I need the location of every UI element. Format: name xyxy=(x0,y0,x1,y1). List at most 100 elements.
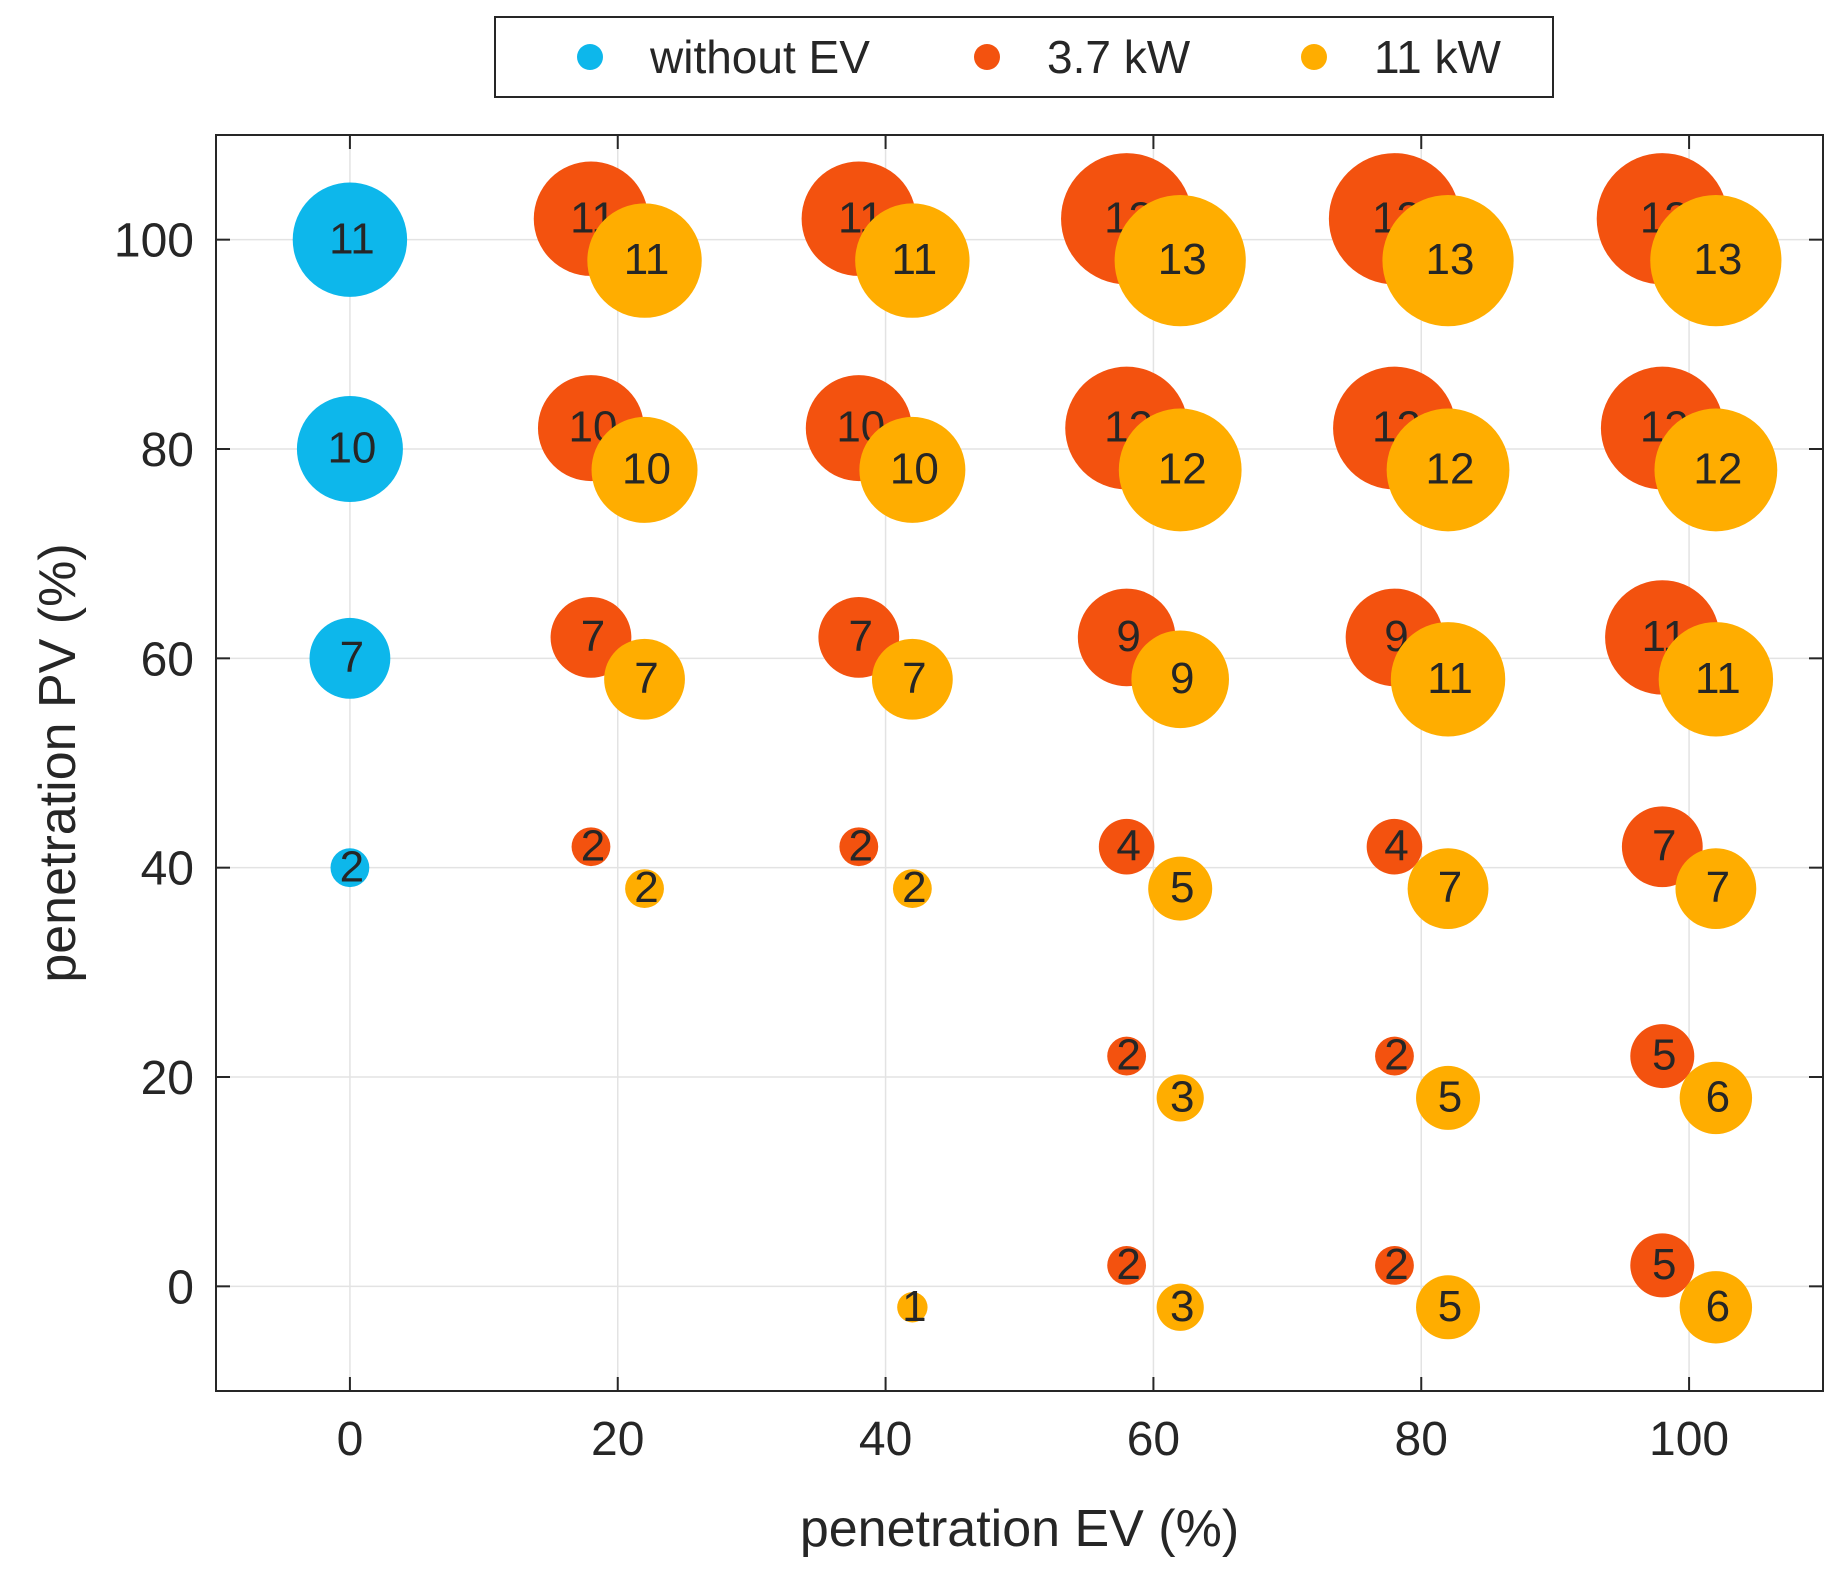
data-point xyxy=(892,869,932,908)
data-label: 5 xyxy=(1652,1240,1676,1289)
x-tick-label: 80 xyxy=(1395,1413,1448,1466)
y-tick-label: 0 xyxy=(167,1261,194,1314)
data-label: 7 xyxy=(1706,863,1730,912)
data-label: 13 xyxy=(1426,235,1475,284)
data-label: 2 xyxy=(581,821,605,870)
data-label: 2 xyxy=(1384,1240,1408,1289)
data-label: 2 xyxy=(1116,1031,1140,1080)
data-point xyxy=(1107,1246,1147,1285)
data-point xyxy=(604,638,685,720)
data-label: 5 xyxy=(1438,1073,1462,1122)
data-point xyxy=(1375,1036,1414,1076)
data-label: 2 xyxy=(1116,1240,1140,1289)
data-point xyxy=(1118,408,1242,532)
legend-box xyxy=(494,16,1554,98)
data-label: 2 xyxy=(340,842,364,891)
data-label: 10 xyxy=(622,445,671,494)
data-point xyxy=(1650,195,1782,327)
data-point xyxy=(839,827,879,867)
data-point xyxy=(871,638,953,720)
data-point xyxy=(859,416,966,523)
legend-marker xyxy=(1301,44,1327,70)
data-label: 5 xyxy=(1438,1282,1462,1331)
data-label: 2 xyxy=(902,863,926,912)
data-point xyxy=(1375,1246,1414,1285)
data-label: 12 xyxy=(1158,445,1207,494)
data-point xyxy=(1114,195,1246,327)
data-label: 7 xyxy=(1652,821,1676,870)
data-label: 7 xyxy=(581,612,605,661)
data-point xyxy=(1390,622,1506,737)
data-point xyxy=(1156,1074,1204,1122)
legend-label: 11 kW xyxy=(1374,31,1502,83)
data-point xyxy=(1148,856,1213,921)
data-label: 4 xyxy=(1384,821,1408,870)
data-label: 7 xyxy=(340,633,364,682)
data-point xyxy=(330,848,370,888)
data-label: 6 xyxy=(1706,1073,1730,1122)
data-point xyxy=(309,617,391,699)
data-label: 7 xyxy=(902,654,926,703)
data-point xyxy=(1098,818,1155,875)
data-point xyxy=(1386,408,1510,532)
data-label: 4 xyxy=(1116,821,1140,870)
legend: without EV 3.7 kW 11 kW xyxy=(494,16,1554,98)
data-point xyxy=(1658,622,1774,737)
y-axis-label: penetration PV (%) xyxy=(29,543,87,982)
data-label: 7 xyxy=(849,612,873,661)
data-point xyxy=(1630,1233,1695,1298)
axes-background xyxy=(216,135,1823,1391)
data-label: 5 xyxy=(1652,1031,1676,1080)
y-tick-label: 20 xyxy=(141,1052,194,1105)
data-point xyxy=(625,869,664,908)
data-point xyxy=(1416,1065,1481,1130)
data-label: 2 xyxy=(634,863,658,912)
data-point xyxy=(571,827,611,867)
x-tick-label: 60 xyxy=(1127,1413,1180,1466)
data-point xyxy=(292,182,408,297)
data-point xyxy=(855,203,970,318)
data-label: 10 xyxy=(890,445,939,494)
data-point xyxy=(1679,1271,1753,1344)
data-label: 3 xyxy=(1170,1073,1194,1122)
data-point xyxy=(1382,195,1514,327)
data-label: 2 xyxy=(1384,1031,1408,1080)
data-point xyxy=(1107,1036,1147,1076)
data-point xyxy=(1416,1275,1481,1340)
data-label: 9 xyxy=(1116,612,1140,661)
data-point xyxy=(1679,1061,1753,1135)
data-point xyxy=(1407,848,1489,929)
legend-label: without EV xyxy=(649,31,870,83)
data-label: 10 xyxy=(327,424,376,473)
x-tick-label: 40 xyxy=(859,1413,912,1466)
data-label: 11 xyxy=(892,235,938,284)
x-tick-label: 20 xyxy=(591,1413,644,1466)
y-tick-label: 40 xyxy=(141,843,194,896)
data-point xyxy=(897,1292,928,1323)
data-point xyxy=(1131,630,1229,729)
axes-frame xyxy=(215,134,1824,1392)
data-label: 7 xyxy=(1438,863,1462,912)
data-point xyxy=(591,416,698,523)
data-label: 11 xyxy=(1427,654,1473,703)
legend-marker xyxy=(974,44,1000,70)
y-tick-label: 80 xyxy=(141,424,194,477)
x-tick-label: 0 xyxy=(337,1413,364,1466)
data-point xyxy=(1675,848,1757,929)
data-label: 7 xyxy=(634,654,658,703)
data-label: 1 xyxy=(902,1282,926,1331)
x-axis-label: penetration EV (%) xyxy=(800,1500,1239,1558)
data-label: 11 xyxy=(624,235,670,284)
data-label: 12 xyxy=(1693,445,1742,494)
data-label: 6 xyxy=(1706,1282,1730,1331)
data-point xyxy=(1630,1024,1695,1089)
data-point xyxy=(1366,818,1423,875)
data-label: 11 xyxy=(329,214,375,263)
data-point xyxy=(1654,408,1778,532)
data-label: 9 xyxy=(1170,654,1194,703)
legend-marker xyxy=(577,44,603,70)
data-point xyxy=(1156,1283,1204,1331)
